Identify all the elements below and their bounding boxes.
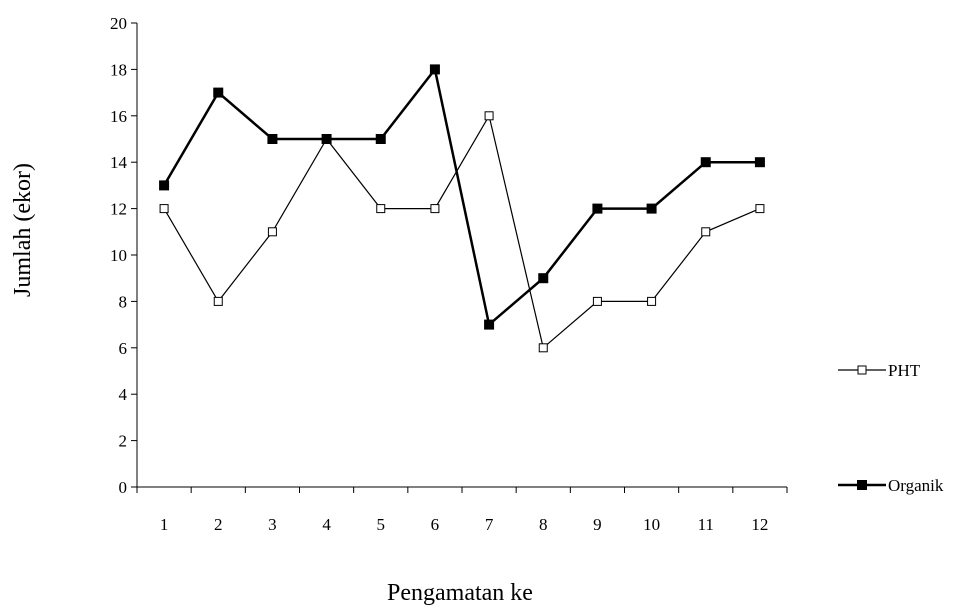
data-point-pht [538,343,548,353]
x-tick-label: 6 [431,515,440,534]
x-tick-label: 4 [322,515,331,534]
data-point-organik [538,273,549,284]
y-tick-label: 4 [119,385,128,404]
data-point-organik [484,319,495,330]
y-tick-label: 18 [110,60,127,79]
data-point-pht [376,204,386,214]
y-axis-title: Jumlah (ekor) [10,163,36,297]
data-point-pht [267,227,277,237]
data-point-organik [159,180,170,191]
legend: PHT Organik [838,361,944,495]
data-point-pht [592,296,602,306]
data-point-organik [592,203,603,214]
x-tick-label: 7 [485,515,494,534]
legend-marker-organik [857,480,867,490]
data-point-pht [755,204,765,214]
y-tick-label: 8 [119,292,128,311]
data-point-pht [484,111,494,121]
y-axis-ticks: 0 2 4 6 8 10 12 14 16 18 20 [110,14,137,497]
x-axis-title: Pengamatan ke [387,580,533,606]
data-point-pht [430,204,440,214]
data-point-organik [267,134,278,144]
data-point-pht [213,296,223,306]
data-point-organik [700,157,711,168]
y-tick-label: 12 [110,200,127,219]
y-tick-label: 2 [119,432,128,451]
legend-item-pht: PHT [838,361,921,380]
x-tick-label: 3 [268,515,277,534]
data-point-pht [647,296,657,306]
data-point-organik [213,87,224,98]
data-point-organik [646,203,657,214]
data-point-pht [701,227,711,237]
data-point-organik [429,64,440,75]
legend-marker-pht [857,365,867,375]
x-tick-label: 1 [160,515,169,534]
x-tick-label: 2 [214,515,223,534]
x-tick-label: 5 [377,515,386,534]
x-tick-label: 11 [698,515,714,534]
y-tick-label: 10 [110,246,127,265]
x-axis-ticks: 1 2 3 4 5 6 7 8 9 10 11 12 [136,487,788,534]
y-tick-label: 16 [110,107,127,126]
axes [136,23,787,488]
series-line-pht [163,114,761,349]
y-tick-label: 6 [119,339,128,358]
series-organik [159,64,765,330]
series-pht [159,111,765,353]
series-layer [159,64,765,353]
data-point-organik [375,134,386,144]
data-point-organik [321,134,332,144]
x-tick-label: 10 [643,515,660,534]
series-line-organik [163,66,760,327]
x-tick-label: 12 [751,515,768,534]
y-tick-label: 14 [110,153,128,172]
y-tick-label: 20 [110,14,127,33]
legend-label-pht: PHT [888,361,921,380]
y-tick-label: 0 [119,478,128,497]
x-tick-label: 8 [539,515,548,534]
data-point-pht [159,204,169,214]
x-tick-label: 9 [593,515,602,534]
data-point-organik [754,157,765,168]
legend-item-organik: Organik [838,476,944,495]
legend-label-organik: Organik [888,476,944,495]
